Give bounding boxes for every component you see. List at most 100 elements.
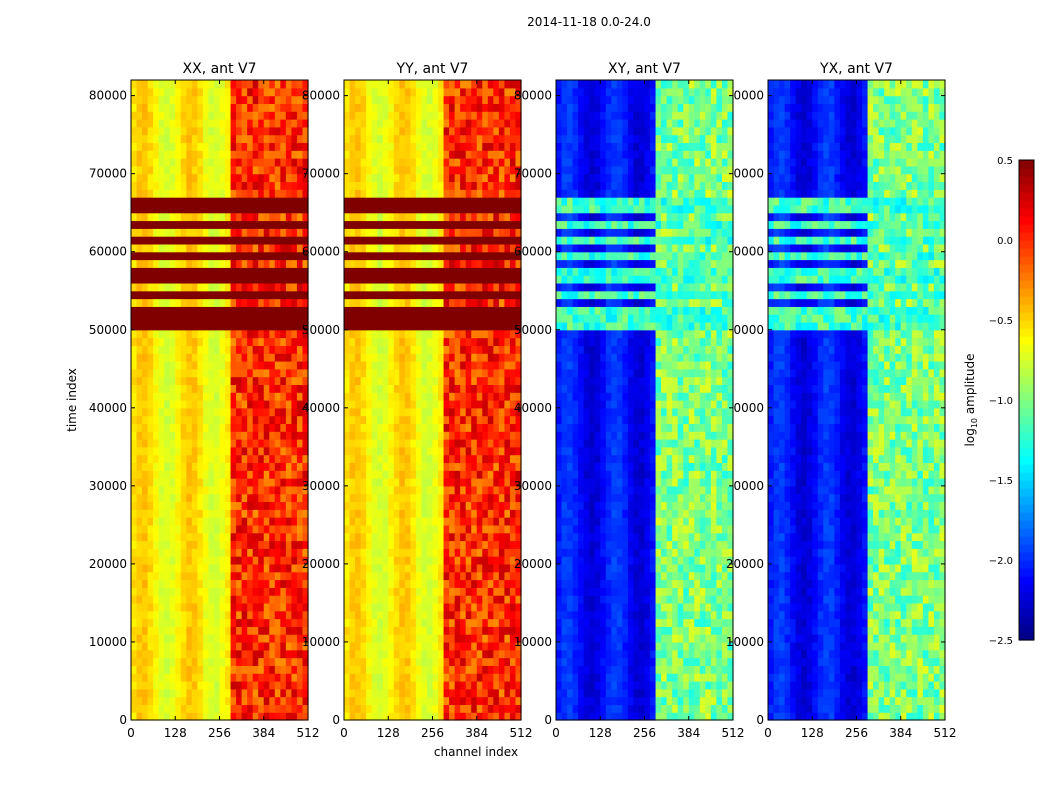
- heatmap-cell: [197, 298, 204, 307]
- heatmap-cell: [236, 87, 243, 97]
- heatmap-cell: [236, 142, 243, 151]
- heatmap-cell: [158, 384, 165, 393]
- heatmap-cell: [274, 173, 281, 183]
- heatmap-cell: [191, 119, 198, 128]
- heatmap-cell: [153, 493, 160, 503]
- heatmap-cell: [131, 641, 138, 651]
- heatmap-cell: [197, 134, 204, 144]
- heatmap-cell: [382, 423, 389, 432]
- heatmap-cell: [131, 454, 138, 464]
- heatmap-cell: [252, 236, 259, 245]
- heatmap-cell: [153, 673, 160, 682]
- heatmap-cell: [280, 634, 287, 643]
- heatmap-cell: [399, 688, 406, 698]
- heatmap-cell: [225, 673, 232, 682]
- heatmap-cell: [349, 423, 356, 432]
- heatmap-cell: [236, 158, 243, 167]
- heatmap-cell: [371, 189, 378, 198]
- heatmap-cell: [438, 282, 445, 292]
- heatmap-cell: [410, 579, 417, 588]
- heatmap-cell: [355, 321, 362, 331]
- heatmap-cell: [421, 501, 428, 510]
- heatmap-cell: [269, 462, 276, 471]
- heatmap-cell: [269, 267, 276, 276]
- heatmap-cell: [388, 228, 395, 237]
- heatmap-cell: [404, 228, 411, 237]
- heatmap-cell: [344, 158, 351, 167]
- heatmap-cell: [291, 485, 298, 495]
- heatmap-cell: [175, 595, 182, 604]
- heatmap-cell: [136, 111, 143, 120]
- heatmap-cell: [487, 423, 494, 432]
- heatmap-cell: [208, 158, 215, 167]
- heatmap-cell: [371, 243, 378, 253]
- heatmap-cell: [302, 290, 309, 300]
- heatmap-cell: [197, 626, 204, 635]
- heatmap-cell: [131, 345, 138, 354]
- heatmap-cell: [355, 368, 362, 378]
- heatmap-cell: [493, 228, 500, 237]
- heatmap-cell: [142, 181, 149, 190]
- heatmap-cell: [291, 392, 298, 401]
- heatmap-cell: [175, 704, 182, 713]
- heatmap-cell: [296, 563, 304, 573]
- heatmap-cell: [498, 165, 506, 175]
- heatmap-cell: [349, 360, 356, 370]
- heatmap-cell: [274, 290, 281, 300]
- heatmap-cell: [208, 165, 215, 175]
- heatmap-cell: [180, 524, 187, 534]
- heatmap-cell: [302, 321, 309, 331]
- heatmap-cell: [197, 212, 204, 222]
- heatmap-cell: [202, 688, 210, 698]
- heatmap-cell: [454, 446, 461, 456]
- heatmap-cell: [225, 321, 232, 331]
- heatmap-cell: [191, 563, 198, 573]
- heatmap-cell: [509, 524, 517, 534]
- heatmap-cell: [482, 602, 489, 612]
- heatmap-cell: [410, 290, 417, 300]
- heatmap-cell: [377, 290, 384, 300]
- heatmap-cell: [515, 540, 522, 549]
- heatmap-cell: [399, 220, 406, 229]
- heatmap-cell: [136, 618, 143, 627]
- heatmap-cell: [371, 415, 378, 425]
- heatmap-cell: [493, 400, 500, 409]
- heatmap-cell: [388, 696, 395, 705]
- heatmap-cell: [186, 563, 193, 573]
- x-tick-label: 128: [164, 726, 187, 740]
- heatmap-cell: [219, 236, 226, 245]
- heatmap-cell: [274, 524, 281, 534]
- heatmap-cell: [476, 571, 483, 581]
- heatmap-cell: [509, 290, 517, 300]
- heatmap-cell: [296, 478, 304, 487]
- heatmap-cell: [131, 493, 138, 503]
- heatmap-cell: [230, 298, 237, 307]
- heatmap-cell: [258, 571, 265, 581]
- heatmap-cell: [515, 407, 522, 417]
- heatmap-cell: [241, 259, 248, 268]
- heatmap-cell: [296, 87, 304, 97]
- heatmap-cell: [366, 712, 373, 721]
- heatmap-cell: [509, 501, 517, 510]
- heatmap-cell: [180, 579, 187, 588]
- heatmap-cell: [219, 126, 226, 136]
- heatmap-cell: [366, 602, 373, 612]
- heatmap-cell: [371, 439, 378, 448]
- heatmap-cell: [186, 392, 193, 401]
- heatmap-cell: [164, 251, 171, 261]
- heatmap-cell: [213, 197, 221, 206]
- heatmap-cell: [219, 360, 226, 370]
- heatmap-cell: [153, 126, 160, 136]
- heatmap-cell: [449, 212, 456, 222]
- heatmap-cell: [476, 384, 483, 393]
- heatmap-cell: [258, 337, 265, 346]
- heatmap-cell: [349, 353, 356, 362]
- heatmap-cell: [302, 119, 309, 128]
- heatmap-cell: [471, 579, 478, 588]
- heatmap-cell: [236, 641, 243, 651]
- heatmap-cell: [360, 673, 367, 682]
- heatmap-cell: [164, 618, 171, 627]
- heatmap-cell: [432, 392, 439, 401]
- heatmap-cell: [349, 267, 356, 276]
- heatmap-cell: [476, 470, 483, 479]
